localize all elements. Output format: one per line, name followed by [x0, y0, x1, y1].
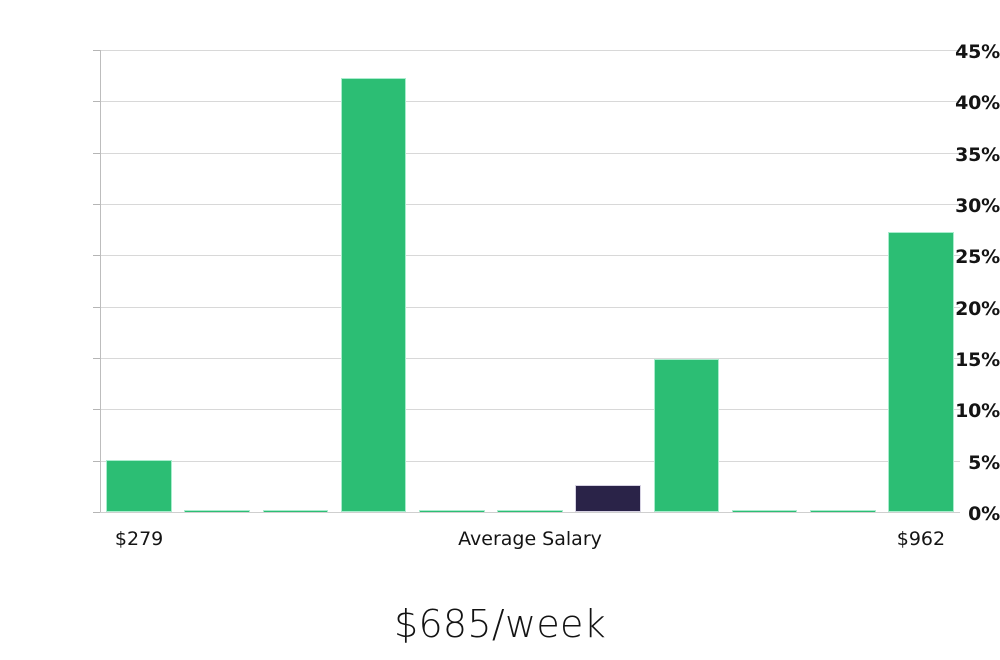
bar-7[interactable] — [653, 359, 720, 512]
gridline — [100, 358, 960, 359]
y-tick-label-10: 10% — [955, 400, 1000, 423]
y-tick-mark — [93, 101, 100, 103]
gridline — [100, 152, 960, 154]
x-tick-label-left: $279 — [114, 528, 164, 550]
y-tick-mark — [93, 460, 100, 462]
plot-area — [100, 50, 960, 513]
y-tick-label-30: 30% — [955, 195, 1000, 217]
gridline — [100, 255, 960, 257]
bar-3[interactable] — [340, 77, 407, 512]
bar-2[interactable] — [262, 510, 329, 512]
y-tick-label-0: 0% — [968, 503, 1000, 525]
bar-0[interactable] — [106, 460, 172, 512]
bar-9[interactable] — [809, 510, 876, 512]
y-tick-label-15: 15% — [955, 349, 1000, 371]
gridline — [100, 101, 960, 103]
y-tick-mark — [93, 50, 100, 51]
y-tick-mark — [93, 358, 100, 359]
bar-6-highlight[interactable] — [575, 485, 642, 512]
bar-1[interactable] — [184, 510, 251, 512]
y-tick-label-45: 45% — [955, 41, 1000, 63]
y-tick-label-25: 25% — [955, 246, 1000, 269]
y-tick-mark — [93, 512, 100, 513]
bar-8[interactable] — [731, 510, 798, 512]
gridline — [100, 460, 960, 462]
bar-5[interactable] — [497, 510, 563, 512]
chart-title: $685/week — [393, 602, 607, 646]
bar-4[interactable] — [418, 510, 485, 512]
y-tick-mark — [93, 204, 100, 205]
y-axis-spine — [100, 50, 101, 513]
gridline — [100, 306, 960, 308]
y-tick-label-35: 35% — [955, 143, 1000, 166]
x-tick-label-center: Average Salary — [458, 528, 602, 550]
gridline — [100, 50, 960, 51]
gridline — [100, 409, 960, 411]
y-tick-label-5: 5% — [968, 451, 1000, 474]
y-tick-label-40: 40% — [955, 92, 1000, 115]
y-tick-mark — [93, 152, 100, 154]
x-axis-baseline — [100, 512, 960, 513]
gridline — [100, 204, 960, 205]
x-tick-label-right: $962 — [896, 528, 946, 550]
y-tick-mark — [93, 306, 100, 308]
bar-10[interactable] — [888, 231, 954, 512]
y-tick-label-20: 20% — [955, 297, 1000, 320]
y-tick-mark — [93, 255, 100, 257]
y-tick-mark — [93, 409, 100, 411]
